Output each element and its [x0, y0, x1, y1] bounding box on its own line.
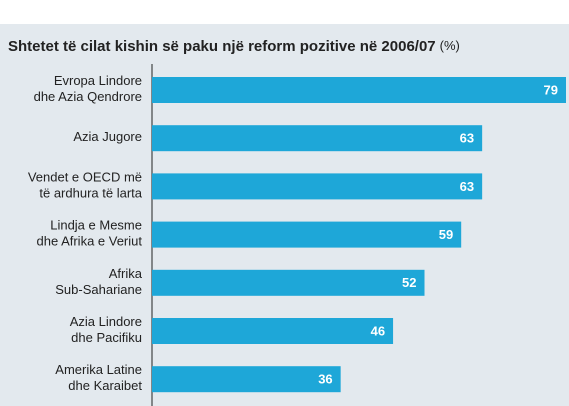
value-label: 36 [318, 372, 332, 387]
category-line: Sub-Sahariane [55, 282, 142, 297]
category-label: Azia Jugore [73, 130, 142, 145]
value-label: 79 [544, 82, 558, 97]
category-line: dhe Afrika e Veriut [36, 234, 142, 249]
category-line: Evropa Lindore [54, 73, 142, 88]
chart-title: Shtetet të cilat kishin së paku një refo… [8, 38, 436, 55]
bar [152, 318, 394, 344]
chart-title-group: Shtetet të cilat kishin së paku një refo… [8, 38, 460, 55]
bar [152, 269, 425, 296]
category-line: të ardhura të larta [39, 186, 142, 201]
top-strip [0, 0, 569, 24]
category-line: dhe Pacifiku [71, 330, 142, 345]
category-line: Azia Jugore [73, 130, 142, 145]
category-label: Azia Lindore dhe Pacifiku [70, 314, 142, 345]
value-label: 63 [460, 179, 474, 194]
category-line: Lindja e Mesme [50, 218, 142, 233]
bar [152, 77, 566, 103]
category-label: Afrika Sub-Sahariane [55, 266, 143, 297]
bar [152, 125, 483, 152]
category-label: Evropa Lindore dhe Azia Qendrore [34, 73, 142, 104]
bar [152, 173, 483, 200]
category-line: Amerika Latine [55, 363, 142, 378]
value-label: 59 [439, 227, 453, 242]
category-line: Azia Lindore [70, 314, 142, 329]
bar [152, 366, 341, 393]
category-label: Lindja e Mesme dhe Afrika e Veriut [36, 218, 142, 249]
category-line: Afrika [109, 266, 143, 281]
category-line: dhe Azia Qendrore [34, 89, 142, 104]
unit: (%) [440, 38, 460, 53]
category-line: Vendet e OECD më [28, 170, 142, 185]
value-label: 52 [402, 275, 416, 290]
category-line: dhe Karaibet [68, 379, 142, 394]
value-label: 46 [371, 323, 385, 338]
bar [152, 221, 462, 248]
category-label: Amerika Latine dhe Karaibet [55, 363, 142, 394]
category-label: Vendet e OECD më të ardhura të larta [28, 170, 143, 201]
value-label: 63 [460, 131, 474, 146]
